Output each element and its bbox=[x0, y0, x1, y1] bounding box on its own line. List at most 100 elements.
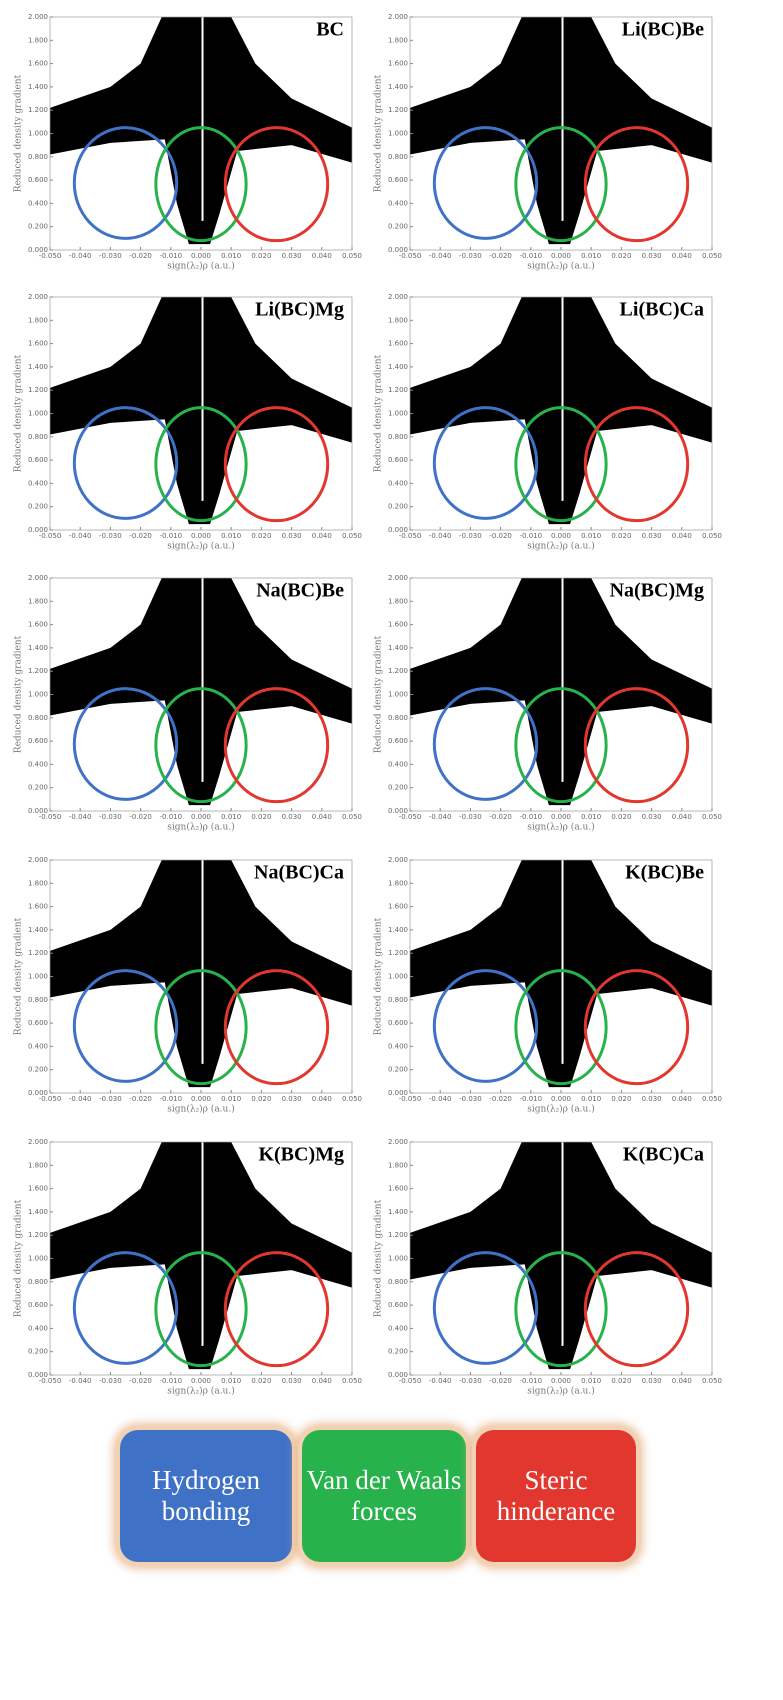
y-tick-label: 1.600 bbox=[28, 1185, 48, 1193]
y-tick-label: 2.000 bbox=[28, 856, 48, 864]
x-tick-label: 0.000 bbox=[551, 532, 571, 540]
x-tick-label: -0.010 bbox=[520, 813, 543, 821]
y-tick-label: 0.600 bbox=[388, 1301, 408, 1309]
x-tick-label: -0.050 bbox=[399, 813, 422, 821]
x-tick-label: 0.030 bbox=[282, 1377, 302, 1385]
x-tick-label: 0.000 bbox=[191, 1377, 211, 1385]
y-tick-label: 1.800 bbox=[28, 879, 48, 887]
y-tick-label: 0.800 bbox=[388, 153, 408, 161]
x-tick-label: -0.010 bbox=[520, 1095, 543, 1103]
y-tick-label: 0.000 bbox=[28, 246, 48, 254]
y-tick-label: 0.600 bbox=[388, 1019, 408, 1027]
x-tick-label: -0.020 bbox=[129, 1377, 152, 1385]
density-cloud bbox=[410, 17, 712, 245]
x-tick-label: -0.040 bbox=[69, 1377, 92, 1385]
x-tick-label: 0.020 bbox=[251, 1095, 271, 1103]
region-ellipse bbox=[154, 126, 248, 243]
region-ellipse bbox=[432, 406, 539, 520]
y-tick-label: 1.800 bbox=[28, 1161, 48, 1169]
panel: -0.050 -0.040 -0.030 -0.020 -0.010 0.000 0.010… bbox=[14, 13, 363, 272]
y-tick-label: 1.800 bbox=[388, 316, 408, 324]
x-tick-label: -0.050 bbox=[399, 1095, 422, 1103]
figure: -0.050 -0.040 -0.030 -0.020 -0.010 0.000 0.010… bbox=[14, 13, 723, 1397]
x-tick-label: 0.020 bbox=[251, 252, 271, 260]
x-tick-label: 0.050 bbox=[702, 1095, 722, 1103]
x-tick-label: -0.040 bbox=[69, 252, 92, 260]
y-tick-label: 1.800 bbox=[388, 1161, 408, 1169]
x-tick-label: -0.040 bbox=[429, 252, 452, 260]
x-tick-label: 0.020 bbox=[611, 532, 631, 540]
x-tick-label: -0.010 bbox=[160, 1377, 183, 1385]
x-tick-label: 0.050 bbox=[702, 1377, 722, 1385]
x-tick-label: -0.020 bbox=[489, 1095, 512, 1103]
x-axis-label: sign(λ₂)ρ (a.u.) bbox=[527, 261, 594, 272]
y-tick-label: 0.400 bbox=[388, 760, 408, 768]
y-tick-label: 0.600 bbox=[28, 456, 48, 464]
region-ellipse bbox=[223, 406, 330, 523]
x-tick-label: 0.050 bbox=[342, 532, 362, 540]
x-tick-label: -0.050 bbox=[399, 252, 422, 260]
x-tick-label: 0.010 bbox=[581, 252, 601, 260]
region-ellipse bbox=[514, 406, 608, 523]
y-tick-label: 0.000 bbox=[388, 1089, 408, 1097]
x-tick-label: -0.020 bbox=[489, 532, 512, 540]
x-tick-label: 0.030 bbox=[642, 252, 662, 260]
region-ellipse bbox=[432, 1251, 539, 1365]
region-ellipse bbox=[223, 126, 330, 243]
y-tick-label: 0.000 bbox=[28, 807, 48, 815]
y-tick-label: 1.600 bbox=[388, 903, 408, 911]
y-axis-label: Reduced density gradient bbox=[14, 1199, 24, 1317]
y-tick-label: 1.000 bbox=[28, 691, 48, 699]
x-tick-label: -0.010 bbox=[160, 532, 183, 540]
y-tick-label: 0.800 bbox=[28, 996, 48, 1004]
y-tick-label: 1.400 bbox=[388, 83, 408, 91]
y-tick-label: 0.600 bbox=[28, 1019, 48, 1027]
y-axis-label: Reduced density gradient bbox=[374, 635, 384, 753]
y-tick-label: 0.800 bbox=[388, 714, 408, 722]
y-tick-label: 0.400 bbox=[388, 479, 408, 487]
x-tick-label: 0.010 bbox=[221, 252, 241, 260]
x-tick-label: 0.030 bbox=[642, 1377, 662, 1385]
x-tick-label: 0.020 bbox=[251, 813, 271, 821]
panel: -0.050 -0.040 -0.030 -0.020 -0.010 0.000 0.010… bbox=[14, 293, 363, 552]
region-ellipse bbox=[223, 1251, 330, 1368]
x-tick-label: -0.030 bbox=[99, 1377, 122, 1385]
panel: -0.050 -0.040 -0.030 -0.020 -0.010 0.000 0.010… bbox=[14, 574, 363, 833]
x-tick-label: -0.020 bbox=[129, 1095, 152, 1103]
region-ellipse bbox=[154, 969, 248, 1086]
y-tick-label: 1.000 bbox=[28, 130, 48, 138]
x-tick-label: -0.010 bbox=[160, 252, 183, 260]
y-tick-label: 0.800 bbox=[388, 433, 408, 441]
y-tick-label: 2.000 bbox=[28, 293, 48, 301]
y-tick-label: 1.800 bbox=[28, 36, 48, 44]
y-tick-label: 1.400 bbox=[388, 1208, 408, 1216]
y-axis-label: Reduced density gradient bbox=[374, 917, 384, 1035]
y-tick-label: 2.000 bbox=[28, 1138, 48, 1146]
y-tick-label: 0.200 bbox=[28, 503, 48, 511]
x-tick-label: 0.020 bbox=[611, 813, 631, 821]
x-tick-label: 0.040 bbox=[672, 532, 692, 540]
panel: -0.050 -0.040 -0.030 -0.020 -0.010 0.000 0.010… bbox=[374, 1138, 723, 1397]
x-tick-label: 0.040 bbox=[312, 1377, 332, 1385]
x-axis-label: sign(λ₂)ρ (a.u.) bbox=[167, 1104, 234, 1115]
y-tick-label: 1.600 bbox=[388, 60, 408, 68]
y-tick-label: 1.200 bbox=[28, 386, 48, 394]
x-tick-label: -0.030 bbox=[459, 1377, 482, 1385]
x-tick-label: -0.050 bbox=[39, 252, 62, 260]
region-ellipse bbox=[514, 969, 608, 1086]
x-axis-label: sign(λ₂)ρ (a.u.) bbox=[527, 1386, 594, 1397]
x-tick-label: 0.000 bbox=[551, 1377, 571, 1385]
panel: -0.050 -0.040 -0.030 -0.020 -0.010 0.000 0.010… bbox=[374, 856, 723, 1115]
density-cloud bbox=[50, 578, 352, 806]
x-tick-label: 0.030 bbox=[282, 532, 302, 540]
density-cloud bbox=[50, 860, 352, 1088]
y-tick-label: 1.400 bbox=[388, 363, 408, 371]
x-tick-label: 0.020 bbox=[251, 1377, 271, 1385]
x-tick-label: -0.050 bbox=[39, 1095, 62, 1103]
y-tick-label: 0.400 bbox=[388, 1042, 408, 1050]
panel: -0.050 -0.040 -0.030 -0.020 -0.010 0.000 0.010… bbox=[14, 856, 363, 1115]
y-tick-label: 0.200 bbox=[28, 1066, 48, 1074]
y-tick-label: 1.600 bbox=[388, 1185, 408, 1193]
x-tick-label: 0.040 bbox=[312, 532, 332, 540]
